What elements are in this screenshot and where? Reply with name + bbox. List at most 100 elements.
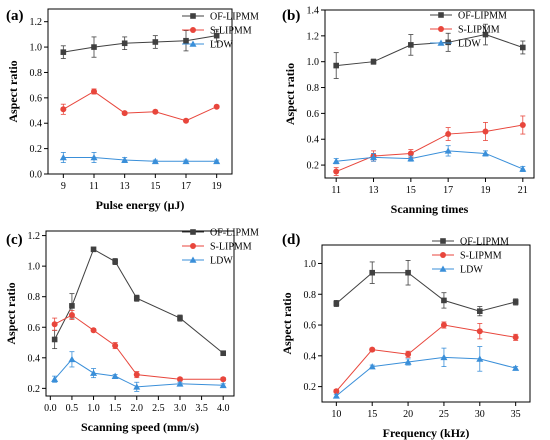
x-tick-label: 15 xyxy=(150,181,160,192)
data-point xyxy=(332,157,340,164)
data-point xyxy=(405,269,411,276)
y-tick-label: 1.2 xyxy=(307,31,320,42)
y-axis-title: Aspect ratio xyxy=(4,282,18,344)
data-point xyxy=(405,351,412,358)
y-tick-label: 1.0 xyxy=(30,43,43,54)
data-point xyxy=(90,369,98,376)
y-axis-title: Aspect ratio xyxy=(283,63,297,125)
data-point xyxy=(519,122,526,129)
data-point xyxy=(51,336,58,343)
x-axis-title: Scanning times xyxy=(391,202,469,216)
legend-marker xyxy=(437,39,445,46)
series-line xyxy=(63,35,217,53)
y-tick-label: 1.0 xyxy=(304,259,317,270)
data-point xyxy=(520,44,526,51)
chart-panel: 0.0 0.5 1.0 1.5 2.0 2.5 3.0 3.5 4.0 0.2 0.4 0.6 0.8 1… xyxy=(4,228,259,435)
data-point xyxy=(368,363,376,370)
data-point xyxy=(152,39,159,45)
data-point xyxy=(90,246,97,253)
data-point xyxy=(182,157,190,165)
y-tick-label: 0.8 xyxy=(307,83,320,94)
x-tick-label: 21 xyxy=(518,185,528,196)
chart-panel: 11 13 15 17 19 21 0.2 0.4 0.6 0.8 1.0 1.2 1.4 Scannin… xyxy=(282,6,535,216)
data-series xyxy=(59,152,221,165)
legend-label: LDW xyxy=(458,39,481,50)
data-point xyxy=(60,49,67,55)
data-point xyxy=(112,258,118,265)
data-point xyxy=(333,62,339,69)
data-point xyxy=(512,299,519,305)
x-tick-label: 0.5 xyxy=(66,403,79,414)
data-point xyxy=(121,156,129,163)
y-tick-label: 0.8 xyxy=(30,68,43,79)
y-tick-label: 1.2 xyxy=(30,17,43,28)
legend-label: OF-LIPMM xyxy=(458,11,507,22)
legend-label: S-LIPMM xyxy=(460,251,502,262)
x-tick-label: 13 xyxy=(369,185,379,196)
data-point xyxy=(482,128,489,135)
y-tick-label: 0.4 xyxy=(28,353,41,364)
x-tick-label: 3.0 xyxy=(174,403,187,414)
data-point xyxy=(370,58,377,65)
x-axis-title: Pulse energy (μJ) xyxy=(96,198,185,212)
y-tick-label: 0.0 xyxy=(30,170,43,181)
y-axis-title: Aspect ratio xyxy=(6,60,20,122)
y-tick-label: 0.6 xyxy=(304,321,317,332)
data-point xyxy=(444,147,452,154)
x-tick-label: 15 xyxy=(406,185,416,196)
data-series xyxy=(333,259,519,317)
data-point xyxy=(90,154,98,161)
legend-label: S-LIPMM xyxy=(210,242,252,253)
y-tick-label: 0.6 xyxy=(307,109,320,120)
x-tick-label: 11 xyxy=(331,185,341,196)
data-series xyxy=(51,246,226,357)
data-point xyxy=(213,32,220,39)
data-point xyxy=(121,110,128,117)
legend-marker xyxy=(190,27,196,33)
data-point xyxy=(213,157,221,165)
data-point xyxy=(51,375,59,382)
data-series xyxy=(333,321,519,395)
x-tick-label: 15 xyxy=(367,409,377,420)
data-point xyxy=(440,353,448,361)
y-tick-label: 0.6 xyxy=(30,93,43,104)
legend-marker xyxy=(438,12,444,18)
series-line xyxy=(336,150,523,170)
series-line xyxy=(63,157,217,162)
series-line xyxy=(63,90,217,122)
data-point xyxy=(183,117,189,124)
series-line xyxy=(336,34,523,67)
series-line xyxy=(336,124,523,173)
y-tick-label: 0.4 xyxy=(307,135,320,146)
legend-label: LDW xyxy=(460,265,483,276)
data-point xyxy=(60,106,67,113)
data-point xyxy=(220,376,227,383)
data-point xyxy=(519,165,527,172)
data-point xyxy=(133,383,141,390)
legend-marker xyxy=(440,252,446,258)
legend-marker xyxy=(190,243,196,249)
data-point xyxy=(111,372,119,379)
x-tick-label: 11 xyxy=(89,181,99,192)
data-point xyxy=(91,88,97,95)
x-axis-title: Scanning speed (mm/s) xyxy=(81,420,199,434)
y-tick-label: 0.4 xyxy=(304,351,317,362)
y-tick-label: 1.4 xyxy=(307,6,320,17)
x-tick-label: 1.0 xyxy=(87,403,100,414)
data-point xyxy=(440,322,447,329)
x-tick-label: 13 xyxy=(120,181,130,192)
data-series xyxy=(60,88,220,124)
series-line xyxy=(336,356,516,397)
data-point xyxy=(407,155,415,162)
legend-marker xyxy=(438,26,444,32)
panel-label: (a) xyxy=(6,8,24,24)
legend-label: LDW xyxy=(210,256,233,267)
x-tick-label: 4.0 xyxy=(217,403,230,414)
data-point xyxy=(369,269,376,276)
x-tick-label: 25 xyxy=(439,409,449,420)
data-point xyxy=(183,37,189,44)
y-tick-label: 1.0 xyxy=(307,57,320,68)
data-point xyxy=(176,380,184,387)
x-tick-label: 2.0 xyxy=(131,403,144,414)
